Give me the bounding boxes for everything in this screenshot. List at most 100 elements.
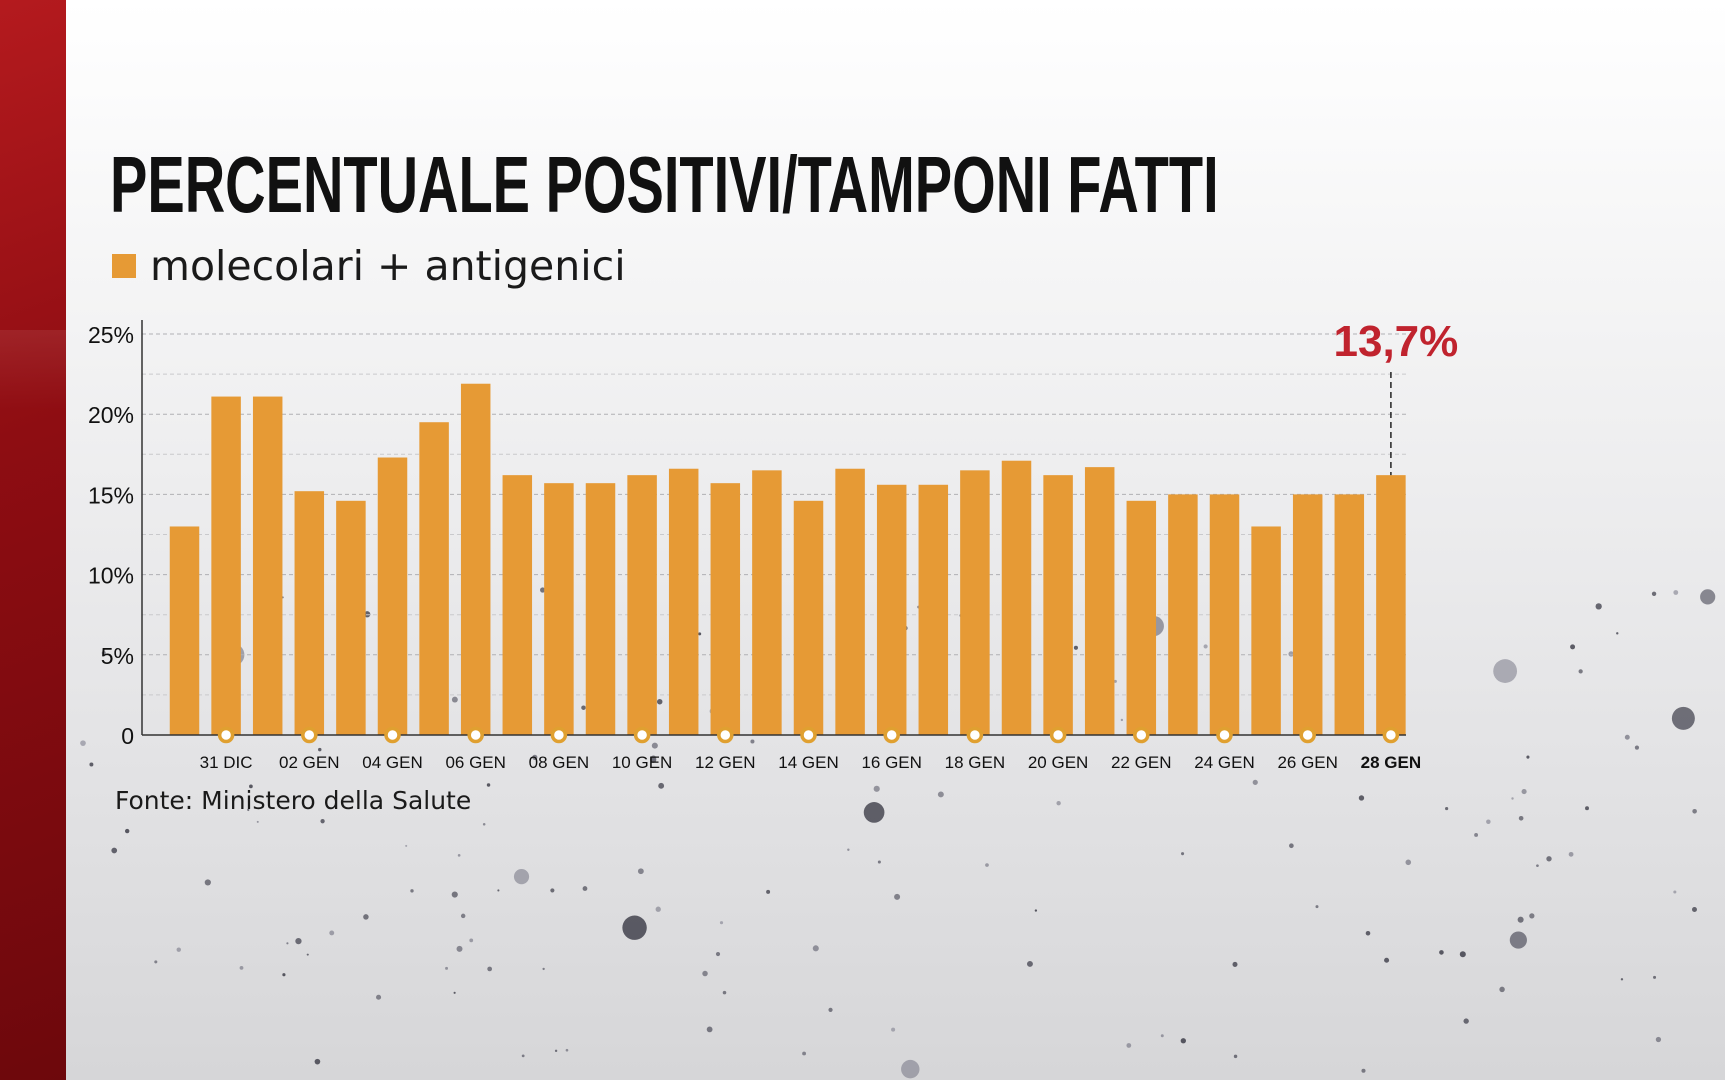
x-tick-marker <box>301 726 318 744</box>
x-tick-label: 12 GEN <box>695 753 755 772</box>
background-dot <box>985 863 989 867</box>
background-dot <box>637 868 644 875</box>
background-dot <box>445 966 448 970</box>
background-dot <box>894 893 901 900</box>
background-dot <box>901 1059 920 1079</box>
background-dot <box>451 891 458 898</box>
background-dot <box>329 930 335 936</box>
legend-label: molecolari + antigenici <box>150 242 626 290</box>
background-dot <box>249 784 253 789</box>
background-dot <box>487 966 493 972</box>
background-dot <box>706 1026 713 1033</box>
background-dot <box>719 921 724 925</box>
background-dot <box>550 888 555 893</box>
y-tick-label: 20% <box>88 402 134 428</box>
legend: molecolari + antigenici <box>112 242 626 290</box>
background-dot <box>1529 913 1535 919</box>
background-dot <box>482 822 486 826</box>
background-dot <box>1620 978 1624 981</box>
background-dot <box>314 1058 321 1065</box>
background-dot <box>565 1048 569 1052</box>
bar <box>502 475 533 735</box>
background-dot <box>658 782 665 789</box>
x-tick-marker <box>633 726 651 744</box>
background-dot <box>101 650 106 656</box>
background-dot <box>1120 718 1124 722</box>
y-tick-label: 25% <box>88 322 134 348</box>
x-tick-marker <box>883 726 900 744</box>
background-dot <box>521 1054 525 1058</box>
source-note: Fonte: Ministero della Salute <box>115 786 472 815</box>
background-dot <box>1474 833 1479 837</box>
x-tick-label: 02 GEN <box>279 753 339 772</box>
background-dot <box>1673 590 1679 595</box>
background-dot <box>1126 1043 1132 1048</box>
background-dot <box>1463 1018 1469 1024</box>
background-dot <box>453 991 456 994</box>
x-tick-marker <box>384 726 401 744</box>
background-dot <box>1459 951 1466 958</box>
background-dot <box>1439 950 1444 955</box>
bar <box>668 468 699 735</box>
background-dot <box>581 705 586 710</box>
bar <box>1084 467 1115 735</box>
background-dot <box>554 1049 558 1053</box>
background-dot <box>540 587 546 593</box>
background-dot <box>1624 734 1630 740</box>
background-dot <box>1521 789 1527 795</box>
x-tick-label: 20 GEN <box>1028 753 1088 772</box>
background-dot <box>1578 669 1583 674</box>
annotation-label: 13,7% <box>1334 317 1459 366</box>
bar <box>793 500 824 735</box>
background-dot <box>486 783 491 787</box>
background-dot <box>1634 745 1640 750</box>
background-dot <box>1536 864 1539 868</box>
background-dot <box>497 889 500 892</box>
background-dot <box>1653 975 1657 979</box>
x-tick-marker <box>1299 726 1316 744</box>
x-tick-marker <box>1049 726 1067 744</box>
background-dot <box>282 973 286 977</box>
background-dot <box>650 755 657 761</box>
background-dot <box>176 947 181 952</box>
background-dot <box>410 889 414 893</box>
background-dot <box>295 937 302 945</box>
x-tick-marker <box>1133 726 1150 744</box>
x-tick-marker <box>800 726 817 744</box>
background-dot <box>1568 851 1574 857</box>
background-dot <box>863 802 885 823</box>
background-dot <box>457 853 461 857</box>
background-dot <box>1486 819 1491 825</box>
background-dot <box>698 632 702 636</box>
bar <box>627 475 657 735</box>
background-dot <box>1691 907 1697 913</box>
chart-title: PERCENTUALE POSITIVI/TAMPONI FATTI <box>110 140 1219 229</box>
x-tick-label: 18 GEN <box>945 753 1005 772</box>
background-dot <box>1026 960 1033 967</box>
x-tick-label: 22 GEN <box>1111 753 1171 772</box>
x-tick-marker <box>717 726 734 744</box>
background-dot <box>828 1007 833 1012</box>
background-dot <box>1252 779 1258 785</box>
x-tick-label: 24 GEN <box>1194 753 1254 772</box>
background-dot <box>1570 644 1576 650</box>
background-dot <box>766 889 771 894</box>
background-dot <box>1445 807 1449 811</box>
background-dot <box>1405 859 1412 866</box>
background-dot <box>1616 632 1619 635</box>
x-tick-marker <box>550 726 568 744</box>
bar <box>294 491 325 735</box>
x-tick-marker <box>217 726 235 744</box>
background-dot <box>286 942 289 945</box>
bar <box>419 422 449 735</box>
background-dot <box>89 762 94 767</box>
background-dot <box>802 1051 807 1056</box>
y-tick-label: 0 <box>121 723 134 749</box>
y-tick-label: 15% <box>88 482 134 508</box>
x-tick-marker <box>1216 726 1233 744</box>
background-dot <box>306 953 309 956</box>
background-dot <box>124 828 130 834</box>
background-dot <box>405 844 408 847</box>
background-dot <box>1673 890 1677 894</box>
